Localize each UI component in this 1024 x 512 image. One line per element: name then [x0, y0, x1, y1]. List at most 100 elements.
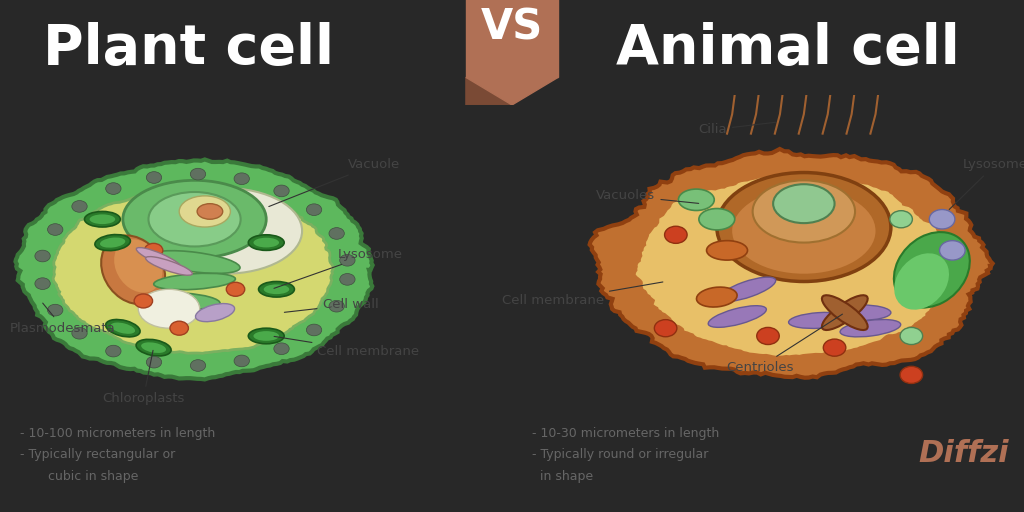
Ellipse shape: [822, 295, 867, 330]
Ellipse shape: [179, 196, 230, 227]
Ellipse shape: [709, 306, 766, 327]
Text: Lysosome: Lysosome: [274, 248, 402, 288]
Circle shape: [226, 282, 245, 296]
Ellipse shape: [136, 247, 181, 269]
Ellipse shape: [696, 287, 737, 307]
Ellipse shape: [717, 173, 891, 282]
Text: Lysosome: Lysosome: [949, 158, 1024, 209]
Ellipse shape: [196, 304, 234, 322]
Circle shape: [47, 304, 62, 316]
Ellipse shape: [822, 295, 867, 330]
Circle shape: [170, 321, 188, 335]
Circle shape: [940, 241, 965, 260]
Polygon shape: [466, 77, 558, 105]
Circle shape: [900, 327, 923, 345]
Text: Plant cell: Plant cell: [43, 22, 334, 76]
Text: Vacuoles: Vacuoles: [596, 189, 698, 203]
Ellipse shape: [698, 208, 734, 230]
Circle shape: [329, 228, 344, 239]
Ellipse shape: [148, 192, 241, 246]
Circle shape: [273, 343, 289, 355]
Ellipse shape: [90, 215, 115, 224]
Circle shape: [890, 210, 912, 228]
Text: Centrioles: Centrioles: [726, 314, 843, 374]
Circle shape: [190, 360, 206, 371]
Ellipse shape: [95, 234, 130, 250]
Text: - Typically rectangular or: - Typically rectangular or: [20, 448, 176, 461]
Ellipse shape: [719, 277, 776, 302]
Circle shape: [190, 168, 206, 180]
Ellipse shape: [732, 188, 876, 274]
Text: Vacuole: Vacuole: [269, 158, 400, 206]
Circle shape: [234, 355, 250, 367]
Polygon shape: [636, 176, 949, 356]
Circle shape: [823, 339, 846, 356]
Circle shape: [654, 319, 677, 337]
Circle shape: [340, 273, 355, 285]
Ellipse shape: [254, 331, 279, 341]
Circle shape: [329, 301, 344, 312]
Ellipse shape: [258, 282, 295, 297]
Ellipse shape: [707, 241, 748, 260]
Circle shape: [306, 204, 322, 216]
Text: Plasmodesmata: Plasmodesmata: [10, 303, 116, 335]
Ellipse shape: [100, 238, 125, 248]
Ellipse shape: [101, 236, 165, 304]
Text: Chloroplasts: Chloroplasts: [102, 350, 184, 404]
Circle shape: [306, 324, 322, 336]
Ellipse shape: [254, 238, 279, 247]
Ellipse shape: [145, 257, 193, 275]
Text: Cilia: Cilia: [698, 122, 775, 136]
Ellipse shape: [248, 235, 285, 250]
Text: cubic in shape: cubic in shape: [20, 470, 139, 482]
Ellipse shape: [840, 319, 901, 337]
Circle shape: [273, 185, 289, 197]
Text: - 10-30 micrometers in length: - 10-30 micrometers in length: [532, 427, 720, 440]
Ellipse shape: [788, 312, 850, 328]
Circle shape: [757, 327, 779, 345]
Polygon shape: [53, 185, 334, 353]
Polygon shape: [590, 149, 992, 378]
Circle shape: [134, 294, 153, 308]
Circle shape: [146, 172, 162, 183]
Text: Cell membrane: Cell membrane: [274, 336, 420, 358]
Ellipse shape: [84, 211, 121, 227]
Circle shape: [47, 224, 62, 236]
Text: Cell membrane: Cell membrane: [502, 282, 663, 307]
Ellipse shape: [894, 232, 970, 308]
Text: Cell wall: Cell wall: [285, 298, 378, 312]
Ellipse shape: [829, 305, 891, 321]
Circle shape: [665, 226, 687, 243]
Ellipse shape: [105, 319, 140, 337]
Circle shape: [900, 366, 923, 383]
Ellipse shape: [148, 188, 302, 274]
Ellipse shape: [150, 251, 240, 273]
Ellipse shape: [136, 339, 171, 356]
Polygon shape: [466, 77, 512, 105]
Ellipse shape: [154, 273, 236, 290]
Circle shape: [234, 173, 250, 184]
Circle shape: [105, 183, 121, 195]
Polygon shape: [15, 159, 373, 379]
Text: Diffzi: Diffzi: [918, 439, 1009, 468]
Text: - 10-100 micrometers in length: - 10-100 micrometers in length: [20, 427, 216, 440]
Circle shape: [105, 345, 121, 357]
Ellipse shape: [141, 343, 166, 353]
Ellipse shape: [894, 253, 949, 310]
Ellipse shape: [197, 204, 223, 219]
Text: Animal cell: Animal cell: [616, 22, 959, 76]
Circle shape: [35, 250, 50, 262]
Ellipse shape: [773, 184, 835, 223]
Ellipse shape: [264, 285, 290, 294]
Circle shape: [144, 243, 163, 258]
Circle shape: [930, 209, 954, 229]
Ellipse shape: [111, 323, 135, 334]
Ellipse shape: [148, 293, 220, 309]
Ellipse shape: [248, 328, 285, 344]
Text: in shape: in shape: [532, 470, 594, 482]
Circle shape: [146, 356, 162, 368]
Ellipse shape: [114, 239, 163, 293]
Ellipse shape: [678, 189, 714, 210]
Circle shape: [72, 327, 87, 339]
Ellipse shape: [138, 289, 200, 328]
